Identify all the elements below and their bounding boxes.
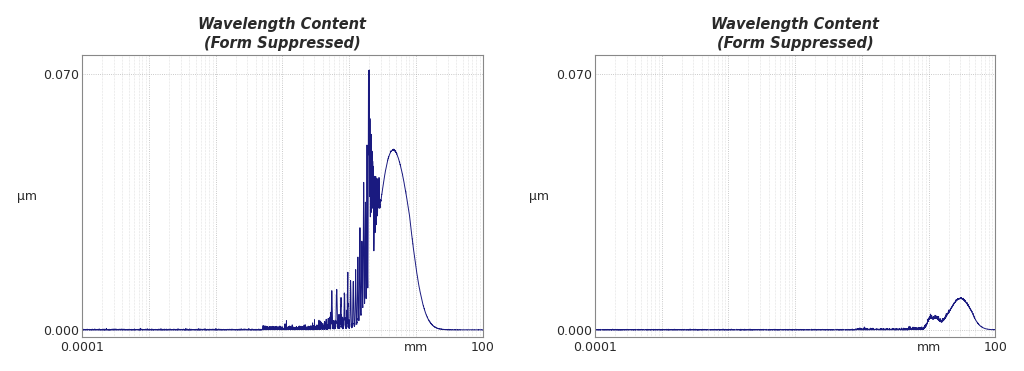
Y-axis label: μm: μm (529, 190, 549, 203)
Title: Wavelength Content
(Form Suppressed): Wavelength Content (Form Suppressed) (199, 17, 367, 52)
Y-axis label: μm: μm (16, 190, 37, 203)
Title: Wavelength Content
(Form Suppressed): Wavelength Content (Form Suppressed) (711, 17, 879, 52)
